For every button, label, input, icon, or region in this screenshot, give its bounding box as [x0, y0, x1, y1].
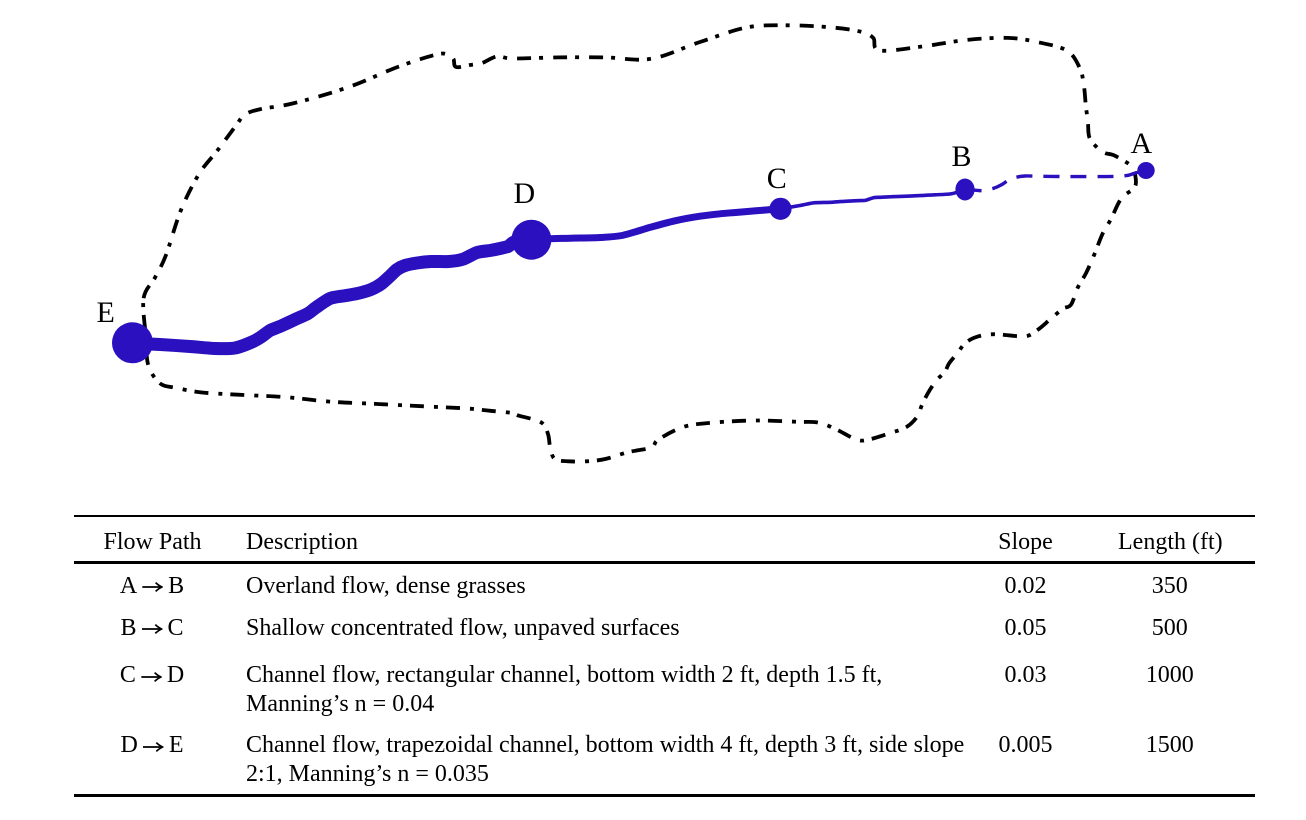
svg-text:B: B [952, 140, 972, 173]
svg-text:C: C [767, 162, 787, 195]
svg-text:E: E [97, 296, 115, 329]
svg-text:A: A [1131, 127, 1153, 160]
svg-text:D: D [514, 177, 536, 210]
